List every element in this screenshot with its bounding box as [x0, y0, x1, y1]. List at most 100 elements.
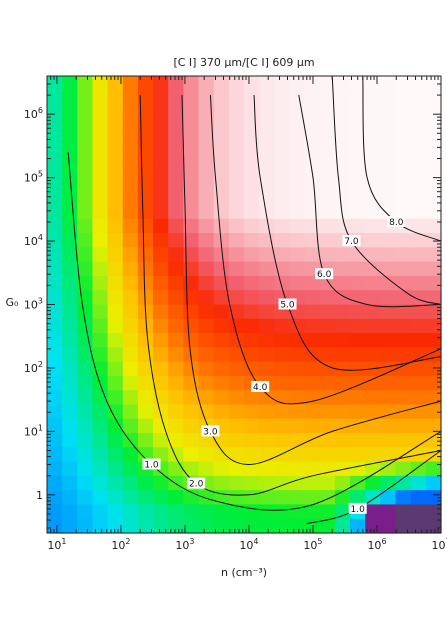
heatmap-cell — [198, 76, 215, 91]
heatmap-cell — [153, 204, 169, 220]
heatmap-cell — [137, 118, 154, 134]
heatmap-cell — [122, 104, 139, 120]
heatmap-cell — [365, 490, 381, 506]
heatmap-cell — [92, 347, 109, 363]
heatmap-cell — [395, 404, 412, 420]
heatmap-cell — [107, 104, 124, 120]
heatmap-cell — [334, 518, 351, 534]
heatmap-cell — [213, 90, 230, 106]
heatmap-cell — [425, 90, 442, 106]
heatmap-cell — [410, 347, 427, 363]
heatmap-cell — [350, 518, 366, 534]
heatmap-cell — [213, 333, 230, 348]
heatmap-cell — [77, 190, 94, 206]
heatmap-cell — [425, 133, 442, 149]
heatmap-cell — [47, 90, 63, 106]
heatmap-cell — [92, 204, 109, 220]
heatmap-cell — [183, 304, 200, 320]
heatmap-cell — [47, 190, 63, 206]
heatmap-cell — [334, 375, 351, 391]
heatmap-cell — [319, 304, 336, 320]
heatmap-cell — [153, 504, 169, 520]
heatmap-cell — [198, 104, 215, 120]
heatmap-cell — [244, 147, 260, 163]
heatmap-cell — [183, 433, 200, 448]
heatmap-cell — [62, 304, 78, 320]
heatmap-cell — [259, 161, 275, 177]
heatmap-cell — [137, 90, 154, 106]
heatmap-cell — [365, 347, 381, 363]
heatmap-cell — [137, 76, 154, 91]
heatmap-cell — [92, 333, 109, 348]
heatmap-cell — [365, 118, 381, 134]
heatmap-cell — [319, 175, 336, 191]
heatmap-cell — [289, 275, 306, 291]
heatmap-cell — [92, 404, 109, 420]
heatmap-cell — [304, 361, 321, 377]
heatmap-cell — [395, 318, 412, 334]
heatmap-cell — [183, 104, 200, 120]
heatmap-cell — [77, 247, 94, 263]
heatmap-cell — [274, 190, 291, 206]
heatmap-cell — [122, 490, 139, 506]
heatmap-cell — [274, 361, 291, 377]
heatmap-cell — [62, 490, 78, 506]
heatmap-cell — [168, 290, 184, 306]
heatmap-cell — [47, 304, 63, 320]
heatmap-cell — [410, 361, 427, 377]
heatmap-cell — [410, 233, 427, 248]
heatmap-cell — [122, 504, 139, 520]
heatmap-cell — [334, 161, 351, 177]
heatmap-cell — [92, 247, 109, 263]
heatmap-cell — [259, 390, 275, 406]
heatmap-cell — [334, 504, 351, 520]
heatmap-cell — [183, 418, 200, 434]
heatmap-cell — [274, 447, 291, 463]
heatmap-cell — [380, 290, 397, 306]
heatmap-cell — [183, 204, 200, 220]
heatmap-cell — [289, 204, 306, 220]
heatmap-cell — [228, 76, 245, 91]
heatmap-cell — [410, 433, 427, 448]
heatmap-cell — [228, 347, 245, 363]
heatmap-cell — [274, 275, 291, 291]
heatmap-cell — [274, 133, 291, 149]
heatmap-cell — [380, 204, 397, 220]
heatmap-cell — [289, 175, 306, 191]
heatmap-cell — [153, 247, 169, 263]
heatmap-cell — [153, 275, 169, 291]
heatmap-cell — [153, 147, 169, 163]
heatmap-cell — [137, 504, 154, 520]
x-tick-label: 104 — [239, 537, 258, 552]
heatmap-cell — [183, 190, 200, 206]
heatmap-cell — [425, 333, 442, 348]
x-tick-label: 107 — [431, 537, 447, 552]
heatmap-cell — [228, 161, 245, 177]
heatmap-cell — [168, 447, 184, 463]
heatmap-cell — [228, 390, 245, 406]
heatmap-cell — [62, 361, 78, 377]
contour-label-text: 6.0 — [317, 270, 332, 280]
heatmap-cell — [62, 447, 78, 463]
heatmap-cell — [122, 475, 139, 491]
heatmap-cell — [107, 290, 124, 306]
contour-label-text: 8.0 — [389, 218, 404, 228]
heatmap-cell — [107, 133, 124, 149]
heatmap-cell — [47, 261, 63, 277]
heatmap-cell — [122, 361, 139, 377]
heatmap-cell — [137, 375, 154, 391]
heatmap-cell — [380, 261, 397, 277]
heatmap-cell — [395, 390, 412, 406]
heatmap-cell — [289, 347, 306, 363]
heatmap-cell — [107, 390, 124, 406]
heatmap-cell — [198, 361, 215, 377]
heatmap-cell — [107, 361, 124, 377]
heatmap-cell — [183, 218, 200, 234]
heatmap-cell — [350, 447, 366, 463]
heatmap-cell — [137, 275, 154, 291]
heatmap-cell — [274, 233, 291, 248]
heatmap-cell — [365, 433, 381, 448]
heatmap-cell — [274, 147, 291, 163]
heatmap-cell — [304, 404, 321, 420]
heatmap-cell — [380, 518, 397, 534]
